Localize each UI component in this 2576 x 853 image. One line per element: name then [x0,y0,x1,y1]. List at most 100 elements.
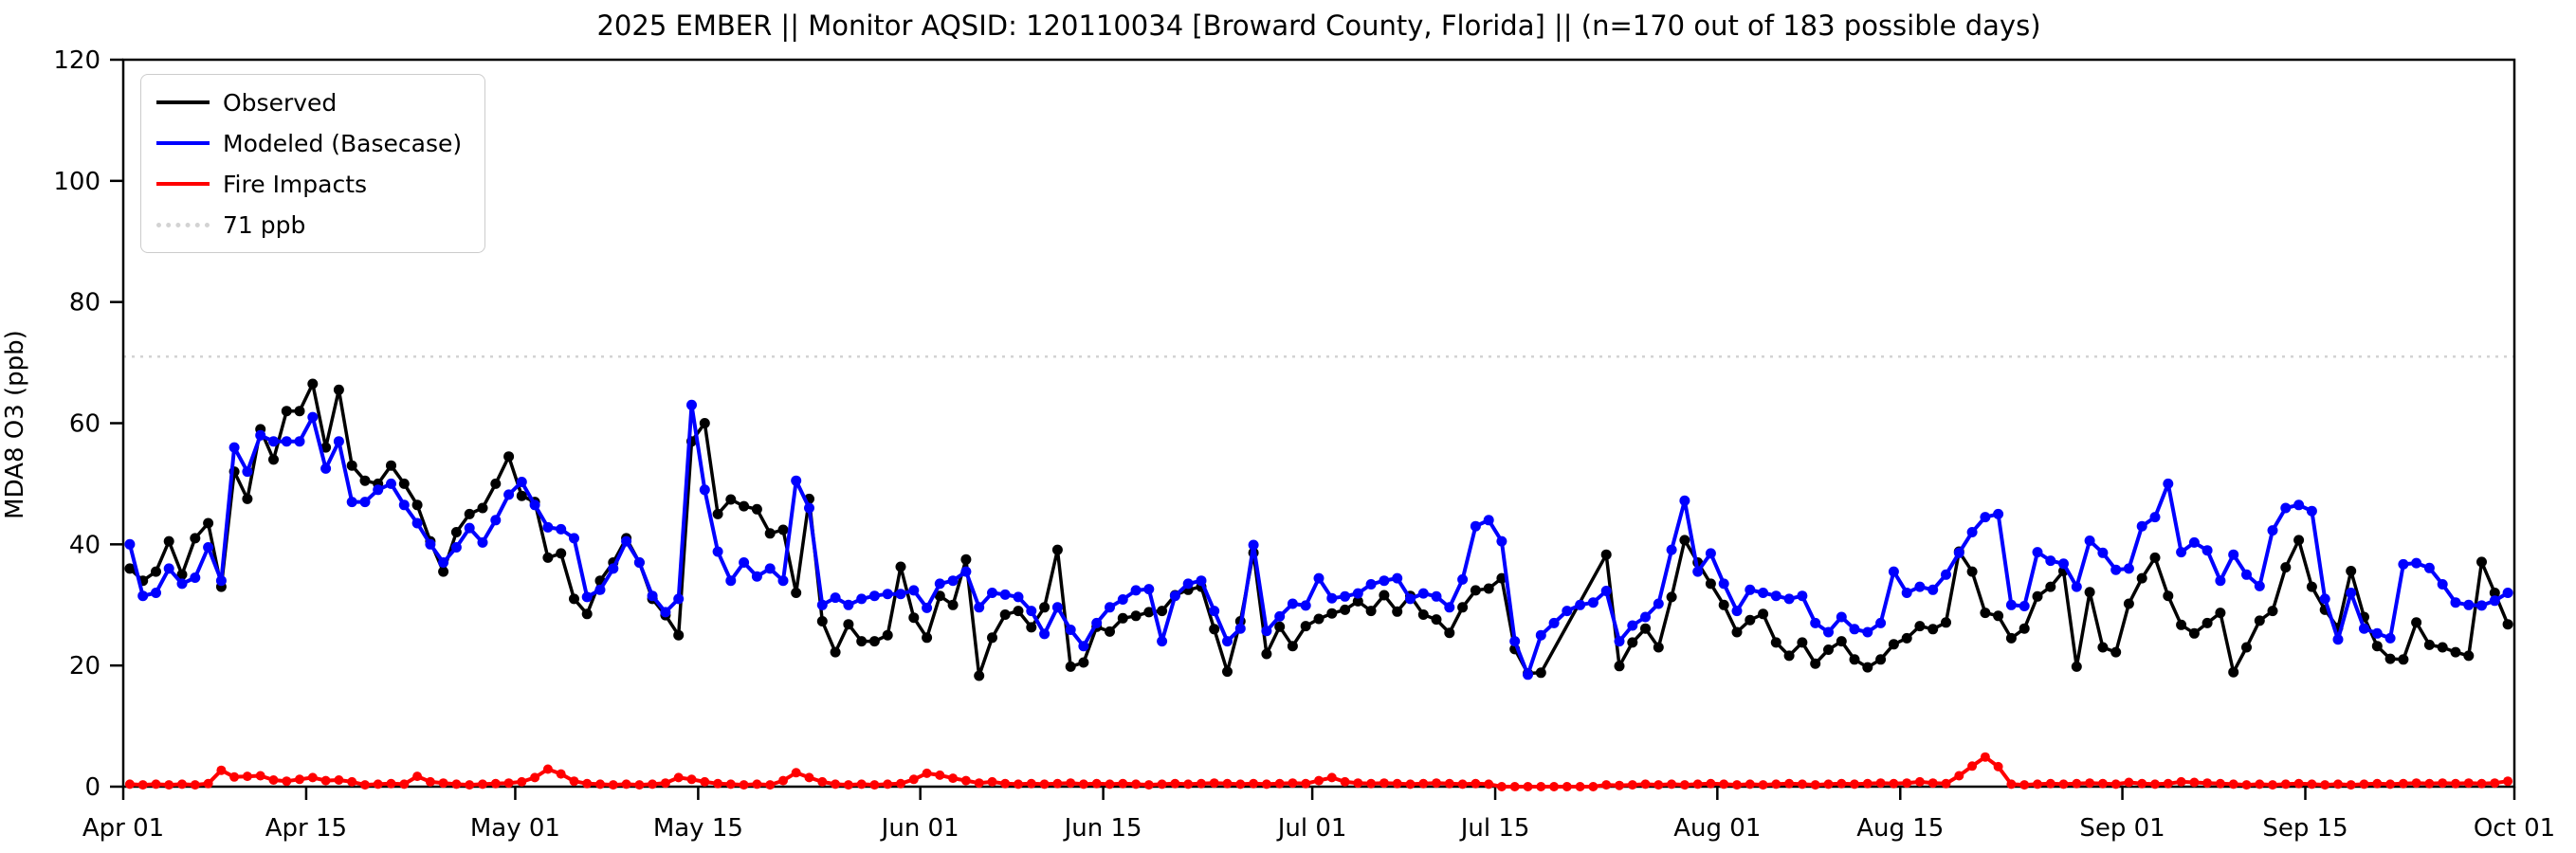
observed-series-point [1274,621,1286,632]
y-tick-label: 60 [69,410,100,439]
modeled-basecase-series-point [359,497,371,508]
fire-impacts-series-point [2019,780,2030,790]
observed-series-point [163,535,174,547]
fire-impacts-series-point [320,775,331,786]
modeled-basecase-series-point [1980,512,1991,523]
fire-impacts-series-point [151,779,161,789]
fire-impacts-series-point [1288,778,1298,789]
observed-series-point [1901,632,1912,644]
modeled-basecase-series-point [1718,578,1729,590]
fire-impacts-series-point [190,780,200,790]
modeled-basecase-series-point [699,484,710,496]
legend-entry-71-ppb: 71 ppb [156,210,462,239]
observed-series-point [751,503,762,515]
observed-series-point [987,632,997,644]
fire-impacts-series-point [1170,778,1180,789]
modeled-basecase-series-point [934,578,945,590]
observed-series-point [2032,590,2043,602]
fire-impacts-series-point [268,775,279,785]
modeled-basecase-series-point [2254,580,2265,591]
fire-impacts-series-point [1523,782,1533,791]
fire-impacts-series-point [1902,778,1912,789]
modeled-basecase-series-point [1365,579,1377,590]
observed-series-point [1444,627,1455,639]
observed-series-point [1849,654,1860,665]
observed-series-point [830,646,841,658]
fire-impacts-series-point [1862,778,1873,789]
observed-series-point [294,406,305,417]
observed-series-point [438,566,449,577]
modeled-basecase-series-point [503,489,515,500]
modeled-basecase-series-point [2201,545,2213,556]
modeled-basecase-series-point [255,429,266,441]
observed-series-point [2254,615,2265,626]
modeled-basecase-series-point [1248,539,1259,551]
fire-impacts-series-point [1066,778,1076,789]
modeled-basecase-series-point [1966,527,1978,537]
fire-impacts-series-point [1836,778,1847,789]
observed-series-point [1666,591,1677,603]
observed-series-point [1535,667,1546,679]
observed-series-point [2084,587,2095,598]
modeled-basecase-series-point [294,436,305,447]
chart-title: 2025 EMBER || Monitor AQSID: 120110034 [… [596,9,2041,42]
fire-impacts-series-point [2150,779,2160,789]
fire-impacts-series-point [1014,779,1023,789]
fire-impacts-series-point [869,780,880,790]
modeled-basecase-series-point [1379,575,1390,587]
modeled-basecase-series-point [594,584,606,595]
observed-series-point [2071,661,2082,672]
modeled-basecase-series-point [1783,593,1795,605]
modeled-basecase-series-point [1692,566,1704,577]
fire-impacts-series-point [1732,780,1742,790]
modeled-basecase-series-point [2450,597,2461,608]
fire-impacts-series-point [2463,778,2474,789]
modeled-basecase-series-point [1039,628,1050,640]
modeled-basecase-series-point [2097,547,2109,558]
modeled-basecase-series-point [960,566,972,577]
fire-impacts-series-point [2438,778,2448,789]
observed-series-point [1914,621,1926,632]
fire-impacts-series-point [1274,778,1285,789]
observed-series-point [1365,606,1377,617]
fire-impacts-series-point [2333,779,2343,789]
observed-series-point [1470,585,1481,596]
observed-series-point [2502,619,2513,630]
observed-series-point [1600,549,1612,560]
observed-series-point [1980,608,1991,619]
modeled-basecase-series-point [163,563,174,574]
fire-impacts-series-point [883,779,893,789]
observed-series-point [1379,590,1390,601]
modeled-basecase-series-point [1679,495,1690,506]
observed-series-point [307,378,319,390]
fire-impacts-series-point [1340,776,1350,787]
fire-impacts-series-point [2110,779,2121,789]
observed-series-point [673,629,685,641]
fire-impacts-series-point [1575,782,1585,791]
modeled-basecase-series-point [2241,569,2252,580]
fire-impacts-series-point [752,779,762,789]
observed-series-point [1718,599,1729,610]
fire-impacts-series-point [1105,779,1115,789]
fire-impacts-series-point [569,776,579,787]
modeled-basecase-series-point [1326,592,1338,604]
observed-series-point [1941,617,1951,628]
modeled-basecase-series-point [1091,617,1103,628]
fire-impacts-series-point [1026,778,1036,789]
modeled-basecase-series-point [2463,599,2475,610]
observed-series-point [2293,535,2305,546]
fire-impacts-series-point [1000,778,1011,789]
fire-impacts-series-point [1496,782,1507,791]
fire-impacts-series-point [2424,778,2435,789]
fire-impacts-series-point [2346,780,2356,790]
modeled-basecase-series-point [1666,544,1677,555]
fire-impacts-series-point [1183,779,1194,789]
modeled-basecase-series-point [1274,610,1286,622]
x-tick-label: Sep 01 [2079,814,2165,843]
modeled-basecase-series-point [895,589,906,600]
fire-impacts-series-point [1392,778,1402,789]
x-tick-label: May 15 [653,814,743,843]
fire-impacts-series-point [725,779,736,789]
fire-impacts-series-point [530,772,540,783]
fire-impacts-series-point [517,776,527,787]
